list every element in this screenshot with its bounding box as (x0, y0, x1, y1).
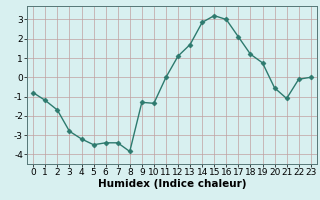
X-axis label: Humidex (Indice chaleur): Humidex (Indice chaleur) (98, 179, 246, 189)
